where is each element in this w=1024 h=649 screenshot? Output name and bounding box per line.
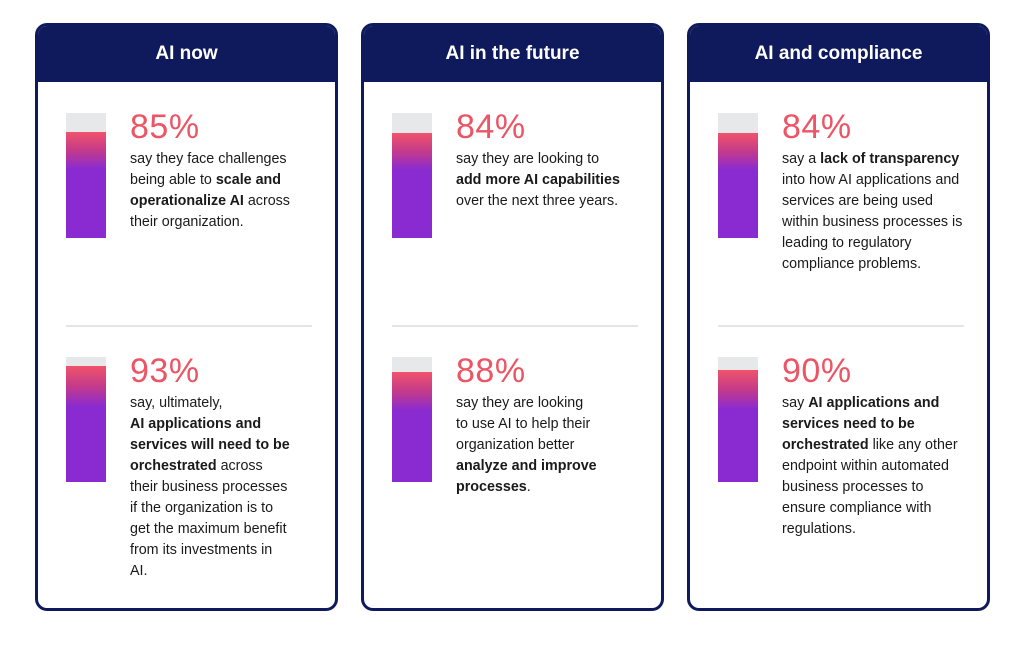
stat-description-text: into how AI applications and services ar… <box>782 172 963 272</box>
stat-description-emphasis: scale and operationalize AI <box>130 172 282 209</box>
stat-description-emphasis: lack of transparency <box>820 151 960 167</box>
progress-bar-fill <box>392 133 432 238</box>
divider <box>66 325 312 327</box>
progress-bar-fill <box>392 372 432 482</box>
stat-percent: 90% <box>782 352 852 390</box>
progress-bar-fill <box>66 365 106 482</box>
stat-description-text: . <box>526 479 531 495</box>
stat-description: say a lack of transparency into how AI a… <box>782 149 967 275</box>
progress-bar <box>392 357 432 482</box>
stat-percent: 88% <box>456 352 526 390</box>
stat-description: say AI applications and services need to… <box>782 393 967 540</box>
stat-description-text: like any other endpoint within automated… <box>782 437 958 537</box>
divider <box>392 325 638 327</box>
stat-description-text: across their business processes if the o… <box>130 458 288 579</box>
stat-description-emphasis: add more AI capabilities <box>456 172 620 188</box>
stat-description: say they are looking to use AI to help th… <box>456 393 626 498</box>
stat-description: say they face challenges being able to s… <box>130 149 315 233</box>
stat-description-text: say, ultimately, <box>130 395 223 411</box>
stat-description-emphasis: analyze and improve processes <box>456 458 597 495</box>
card-title: AI now <box>38 26 335 82</box>
card-title: AI in the future <box>364 26 661 82</box>
stat-percent: 84% <box>456 108 526 146</box>
stat-description-emphasis: AI applications and services will need t… <box>130 416 290 474</box>
stat-percent: 93% <box>130 352 200 390</box>
card-ai-in-the-future: AI in the future 84% say they are lookin… <box>361 23 664 611</box>
stat-description: say they are looking to add more AI capab… <box>456 149 646 212</box>
progress-bar-fill <box>718 369 758 482</box>
stat-description-text: say they are looking to <box>456 151 600 167</box>
stat-description-text: say they face challenges being able to <box>130 151 287 188</box>
card-ai-now: AI now 85% say they face challenges bein… <box>35 23 338 611</box>
stat-description-text: to use AI to help their organization bet… <box>456 416 591 453</box>
progress-bar <box>718 113 758 238</box>
progress-bar <box>66 357 106 482</box>
stat-description-text: across their organization. <box>130 193 290 230</box>
stat-description-text: over the next three years. <box>456 193 619 209</box>
divider <box>718 325 964 327</box>
card-title: AI and compliance <box>690 26 987 82</box>
progress-bar <box>392 113 432 238</box>
stat-description-text: say <box>782 395 809 411</box>
stat-description-text: say they are looking <box>456 395 584 411</box>
progress-bar <box>66 113 106 238</box>
progress-bar-fill <box>66 131 106 238</box>
card-ai-and-compliance: AI and compliance 84% say a lack of tran… <box>687 23 990 611</box>
progress-bar <box>718 357 758 482</box>
progress-bar-fill <box>718 133 758 238</box>
stat-description: say, ultimately, AI applications and serv… <box>130 393 290 582</box>
stat-description-emphasis: AI applications and services need to be … <box>782 395 940 453</box>
stat-percent: 85% <box>130 108 200 146</box>
stat-percent: 84% <box>782 108 852 146</box>
stat-description-text: say a <box>782 151 821 167</box>
